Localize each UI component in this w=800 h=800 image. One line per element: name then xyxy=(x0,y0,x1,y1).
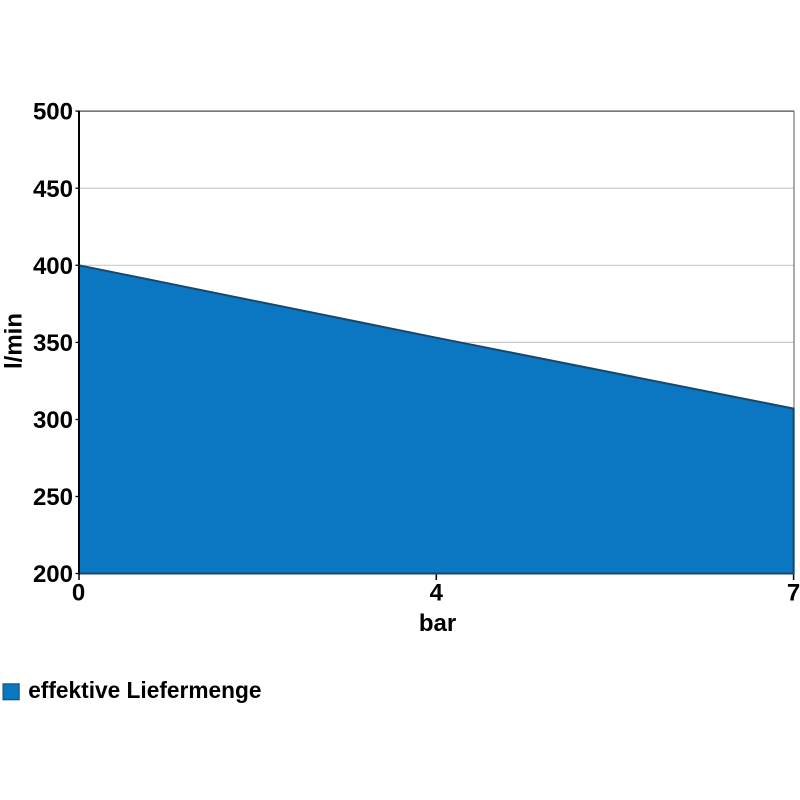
svg-text:450: 450 xyxy=(33,176,73,203)
svg-text:4: 4 xyxy=(430,580,444,607)
svg-text:350: 350 xyxy=(33,330,73,357)
svg-text:l/min: l/min xyxy=(1,313,28,369)
svg-text:200: 200 xyxy=(33,561,73,588)
svg-text:bar: bar xyxy=(419,610,456,637)
svg-text:0: 0 xyxy=(72,580,85,607)
svg-text:500: 500 xyxy=(33,99,73,126)
svg-text:300: 300 xyxy=(33,407,73,434)
svg-text:effektive Liefermenge: effektive Liefermenge xyxy=(28,677,261,703)
svg-text:250: 250 xyxy=(33,484,73,511)
svg-text:7: 7 xyxy=(787,580,800,607)
svg-text:400: 400 xyxy=(33,253,73,280)
